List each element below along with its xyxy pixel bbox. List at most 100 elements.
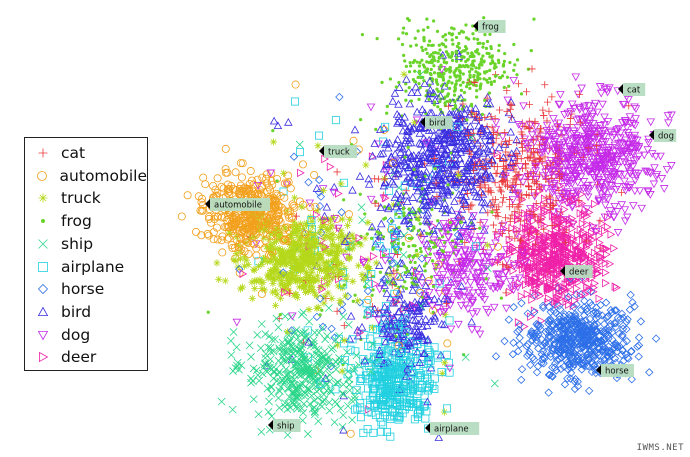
point-truck <box>334 245 342 253</box>
point-frog <box>446 183 450 187</box>
point-frog <box>374 199 378 204</box>
point-cat <box>488 124 496 132</box>
point-frog <box>468 81 472 86</box>
point-frog <box>481 54 485 58</box>
point-automobile <box>183 191 192 200</box>
point-deer <box>563 258 572 268</box>
point-ship <box>275 386 284 395</box>
point-frog <box>432 71 437 75</box>
point-frog <box>401 206 406 210</box>
point-dog <box>501 268 510 277</box>
point-frog <box>447 86 452 90</box>
point-horse <box>318 322 328 331</box>
point-airplane <box>421 414 430 423</box>
point-automobile <box>224 233 233 242</box>
point-airplane <box>414 400 423 409</box>
point-frog <box>425 51 429 55</box>
point-truck <box>365 268 373 276</box>
point-dog <box>591 162 601 170</box>
point-dog <box>483 309 493 317</box>
point-horse <box>508 350 518 359</box>
point-horse <box>566 374 575 383</box>
point-truck <box>234 241 243 249</box>
point-frog <box>468 75 472 79</box>
point-truck <box>317 250 325 259</box>
point-ship <box>339 390 348 398</box>
point-truck <box>299 276 308 284</box>
point-frog <box>404 98 408 102</box>
point-frog <box>467 70 472 74</box>
point-truck <box>313 304 321 312</box>
point-frog <box>469 63 473 67</box>
point-frog <box>468 86 472 90</box>
point-bird <box>428 148 438 157</box>
point-bird <box>350 125 360 134</box>
point-bird <box>430 294 439 303</box>
point-frog <box>482 59 486 63</box>
point-ship <box>327 388 335 396</box>
point-bird <box>425 108 435 117</box>
point-bird <box>437 154 447 163</box>
point-deer <box>515 279 524 288</box>
point-dog <box>473 269 482 278</box>
point-bird <box>417 272 427 281</box>
point-automobile <box>213 174 222 183</box>
point-ship <box>323 332 331 340</box>
point-frog <box>480 112 485 116</box>
point-automobile <box>228 243 237 252</box>
point-frog <box>464 23 468 27</box>
point-bird <box>440 320 449 329</box>
point-truck <box>313 272 321 280</box>
point-bird <box>512 146 521 155</box>
point-cat <box>496 186 505 194</box>
point-cat <box>543 98 552 106</box>
point-truck <box>262 243 270 251</box>
point-frog <box>396 264 400 268</box>
point-frog <box>403 280 407 284</box>
point-cat <box>545 107 553 115</box>
point-deer <box>448 218 456 228</box>
point-truck <box>323 225 331 234</box>
point-frog <box>436 51 440 55</box>
point-bird <box>483 144 492 153</box>
point-frog <box>404 82 408 86</box>
point-truck <box>240 262 249 270</box>
point-frog <box>371 288 375 292</box>
point-cat <box>489 221 497 229</box>
point-frog <box>469 102 474 107</box>
point-frog <box>360 32 365 37</box>
point-deer <box>601 244 610 253</box>
point-frog <box>443 95 447 99</box>
point-frog <box>446 81 450 85</box>
point-horse <box>591 354 601 364</box>
point-bird <box>408 285 418 294</box>
point-frog <box>427 97 431 102</box>
point-frog <box>407 18 411 22</box>
point-frog <box>422 39 426 43</box>
point-automobile <box>443 339 452 348</box>
point-bird <box>480 142 489 151</box>
point-horse <box>517 298 526 308</box>
point-dog <box>614 124 624 133</box>
point-truck <box>300 259 308 267</box>
point-ship <box>267 412 276 421</box>
point-truck <box>438 369 446 378</box>
point-dog <box>436 250 445 258</box>
point-ship <box>305 317 314 326</box>
point-ship <box>299 408 308 417</box>
point-dog <box>476 279 485 288</box>
point-frog <box>426 25 430 30</box>
point-truck <box>237 255 245 263</box>
point-cat <box>502 289 510 297</box>
point-frog <box>380 80 384 84</box>
point-frog <box>408 253 412 258</box>
point-horse <box>610 354 620 363</box>
point-horse <box>335 92 344 102</box>
point-airplane <box>386 432 395 441</box>
point-ship <box>283 370 292 379</box>
point-truck <box>337 231 345 239</box>
point-frog <box>444 50 449 54</box>
point-dog <box>598 100 607 109</box>
point-frog <box>418 60 422 65</box>
point-bird <box>485 199 495 208</box>
